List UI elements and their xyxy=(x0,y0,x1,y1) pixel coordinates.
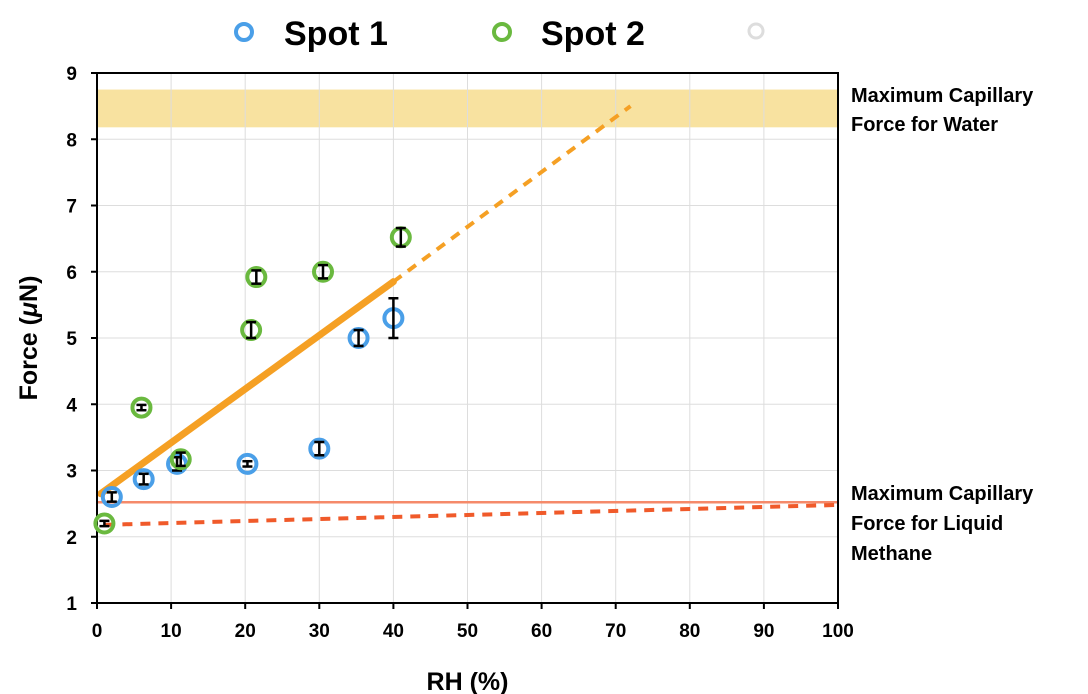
legend-label-spot-2: Spot 2 xyxy=(541,15,645,53)
x-tick-label: 0 xyxy=(92,621,103,642)
y-axis-title-part: Force ( xyxy=(15,316,43,400)
trend-line-solid xyxy=(97,278,397,498)
data-point-spot-2 xyxy=(245,266,268,289)
x-tick-label: 50 xyxy=(457,621,478,642)
water-annotation-line: Maximum Capillary xyxy=(851,85,1034,107)
x-tick-label: 70 xyxy=(605,621,626,642)
y-tick-label: 5 xyxy=(66,329,77,350)
x-tick-label: 90 xyxy=(753,621,774,642)
x-tick-label: 60 xyxy=(531,621,552,642)
x-tick-label: 20 xyxy=(235,621,256,642)
y-tick-label: 7 xyxy=(66,197,77,218)
data-point-spot-1 xyxy=(100,486,123,508)
y-axis-title: Force (μN) xyxy=(15,276,43,401)
x-tick-label: 10 xyxy=(161,621,182,642)
trend-line-dashed xyxy=(392,104,632,284)
data-point-spot-2 xyxy=(312,260,335,283)
y-tick-label: 4 xyxy=(66,395,77,416)
data-point-spot-2 xyxy=(169,448,192,471)
x-tick-label: 30 xyxy=(309,621,330,642)
y-axis-title-part: μ xyxy=(15,302,43,318)
legend-marker-spot-2 xyxy=(492,22,512,42)
y-tick-label: 1 xyxy=(66,594,77,615)
methane-annotation-line: Maximum Capillary xyxy=(851,483,1034,505)
x-tick-label: 80 xyxy=(679,621,700,642)
legend-label-spot-1: Spot 1 xyxy=(284,15,388,53)
x-tick-label: 100 xyxy=(822,621,854,642)
y-tick-label: 6 xyxy=(66,263,77,284)
y-tick-label: 3 xyxy=(66,462,77,483)
data-point-spot-1 xyxy=(132,468,155,491)
data-point-spot-1 xyxy=(308,437,331,460)
legend-marker-spot-1 xyxy=(234,22,254,42)
methane-trend-line xyxy=(104,502,839,527)
legend-marker-empty xyxy=(747,22,765,40)
y-tick-label: 9 xyxy=(66,64,77,85)
x-tick-label: 40 xyxy=(383,621,404,642)
data-point-spot-1 xyxy=(236,452,259,475)
water-annotation-line: Force for Water xyxy=(851,114,998,136)
y-axis-title-part: N) xyxy=(15,276,43,302)
methane-annotation-line: Force for Liquid xyxy=(851,513,1003,535)
y-tick-label: 8 xyxy=(66,130,77,151)
methane-annotation-line: Methane xyxy=(851,543,932,565)
x-axis-title: RH (%) xyxy=(427,668,509,694)
data-point-spot-2 xyxy=(130,396,153,419)
y-tick-label: 2 xyxy=(66,528,77,549)
data-point-spot-2 xyxy=(93,512,116,535)
